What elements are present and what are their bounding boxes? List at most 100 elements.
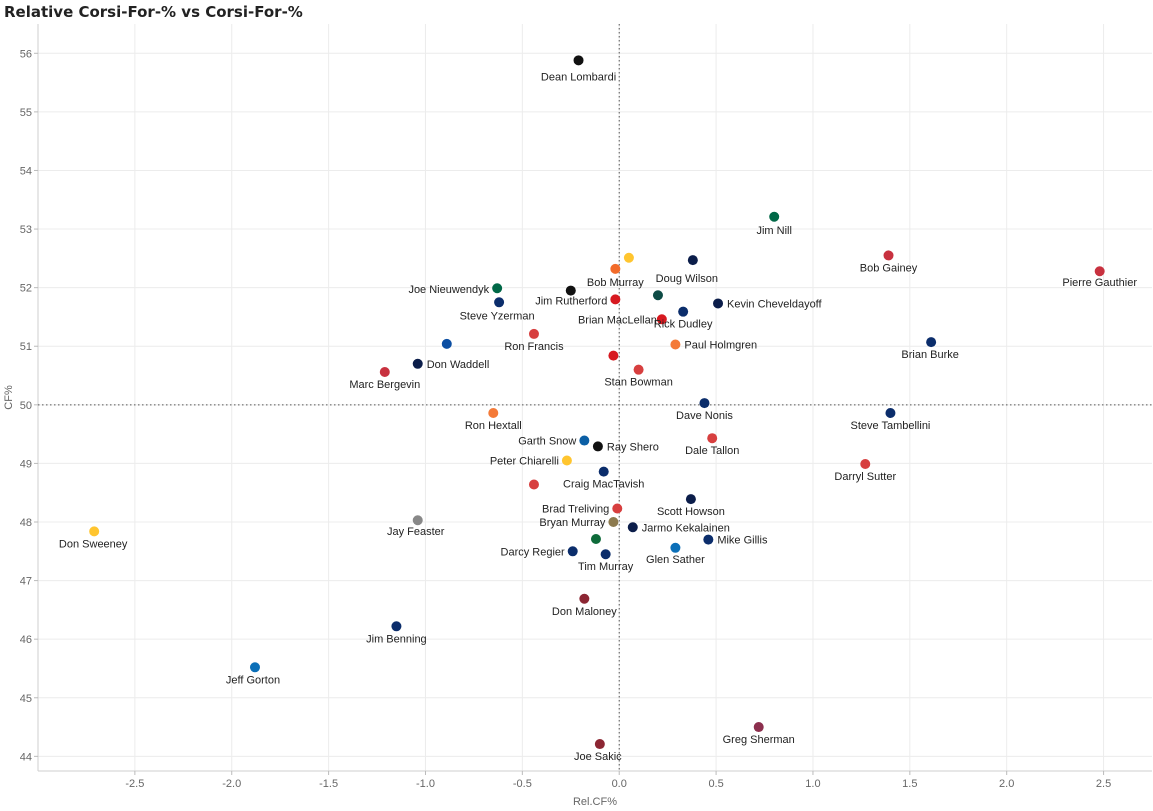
y-tick-label: 45	[20, 693, 32, 705]
point-label: Bryan Murray	[539, 517, 606, 529]
reference-lines	[38, 24, 1152, 771]
point-label: Peter Chiarelli	[490, 455, 559, 467]
data-point[interactable]	[707, 433, 718, 444]
data-point[interactable]	[492, 283, 503, 294]
data-point[interactable]	[573, 55, 584, 66]
point-label: Don Waddell	[427, 359, 490, 371]
point-label: Greg Sherman	[723, 734, 795, 746]
data-point[interactable]	[610, 263, 621, 274]
x-tick-label: -0.5	[513, 778, 532, 790]
data-point[interactable]	[687, 255, 698, 266]
data-point[interactable]	[670, 339, 681, 350]
y-tick-label: 49	[20, 458, 32, 470]
point-label: Scott Howson	[657, 506, 725, 518]
data-point[interactable]	[608, 350, 619, 361]
point-label: Joe Nieuwendyk	[408, 284, 489, 296]
data-point[interactable]	[610, 294, 621, 305]
data-point[interactable]	[528, 328, 539, 339]
data-point[interactable]	[412, 515, 423, 526]
point-label: Joe Sakic	[574, 751, 622, 763]
point-label: Jim Benning	[366, 633, 427, 645]
point-label: Bob Murray	[587, 277, 644, 289]
data-point[interactable]	[249, 662, 260, 673]
point-label: Jarmo Kekalainen	[642, 522, 730, 534]
x-tick-label: 1.5	[902, 778, 917, 790]
data-point[interactable]	[561, 455, 572, 466]
data-point[interactable]	[608, 517, 619, 527]
point-label: Bob Gainey	[860, 262, 918, 274]
data-point[interactable]	[567, 546, 578, 557]
data-point[interactable]	[926, 337, 937, 348]
data-point[interactable]	[579, 435, 590, 446]
point-label: Pierre Gauthier	[1062, 277, 1137, 289]
data-point[interactable]	[627, 522, 638, 533]
data-point[interactable]	[594, 739, 605, 750]
data-point[interactable]	[860, 458, 871, 469]
data-point[interactable]	[656, 314, 667, 325]
data-point[interactable]	[592, 441, 603, 452]
data-point[interactable]	[885, 408, 896, 419]
x-tick-label: -1.0	[416, 778, 435, 790]
x-tick-label: -2.5	[125, 778, 144, 790]
data-point[interactable]	[685, 494, 696, 505]
point-label: Craig MacTavish	[563, 479, 644, 491]
data-point[interactable]	[678, 306, 689, 317]
data-point[interactable]	[391, 621, 402, 632]
data-point[interactable]	[703, 534, 714, 545]
y-tick-label: 50	[20, 400, 32, 412]
data-point[interactable]	[1094, 266, 1105, 277]
point-label: Stan Bowman	[604, 377, 672, 389]
data-point[interactable]	[883, 250, 894, 261]
point-label: Darryl Sutter	[834, 471, 896, 483]
point-label: Jim Nill	[756, 225, 791, 237]
data-point[interactable]	[652, 290, 663, 301]
point-label: Brian MacLellan	[578, 314, 657, 326]
point-label: Ron Francis	[504, 341, 564, 353]
x-tick-label: 2.5	[1096, 778, 1111, 790]
x-tick-label: -2.0	[222, 778, 241, 790]
data-point[interactable]	[379, 367, 390, 378]
axes: -2.5 -2.0 -1.5 -1.0 -0.5 0.0 0.5 1.0 1.5 2.0 2.5 44…	[20, 24, 1152, 790]
point-label: Mike Gillis	[717, 535, 768, 547]
point-label: Tim Murray	[578, 561, 634, 573]
y-tick-label: 55	[20, 107, 32, 119]
data-point[interactable]	[579, 593, 590, 604]
x-tick-label: 0.5	[708, 778, 723, 790]
data-point[interactable]	[699, 398, 710, 409]
point-label: Ron Hextall	[465, 420, 522, 432]
data-point[interactable]	[494, 297, 505, 308]
data-point[interactable]	[600, 549, 611, 560]
point-label: Kevin Cheveldayoff	[727, 298, 823, 310]
y-tick-label: 48	[20, 517, 32, 529]
data-point[interactable]	[623, 252, 634, 263]
point-label: Garth Snow	[518, 436, 576, 448]
data-point[interactable]	[441, 338, 452, 349]
point-label: Steve Yzerman	[460, 310, 535, 322]
data-point[interactable]	[670, 542, 681, 553]
data-point[interactable]	[528, 479, 539, 490]
data-point[interactable]	[488, 408, 499, 419]
point-label: Doug Wilson	[656, 273, 718, 285]
point-label: Rick Dudley	[654, 319, 713, 331]
data-point[interactable]	[713, 298, 724, 309]
data-point[interactable]	[565, 285, 576, 296]
x-tick-label: 0.0	[612, 778, 627, 790]
point-label: Brad Treliving	[542, 504, 609, 516]
point-label: Dave Nonis	[676, 410, 733, 422]
point-labels: Dean Lombardi Jim Nill Bob Gainey Pierre Ga…	[59, 71, 1137, 763]
data-point[interactable]	[590, 533, 601, 544]
point-label: Glen Sather	[646, 554, 705, 566]
data-point[interactable]	[633, 364, 644, 375]
point-label: Brian Burke	[901, 349, 958, 361]
y-tick-label: 46	[20, 634, 32, 646]
data-point[interactable]	[612, 503, 623, 514]
data-points	[89, 55, 1105, 750]
data-point[interactable]	[769, 211, 780, 222]
data-point[interactable]	[753, 722, 764, 733]
data-point[interactable]	[89, 526, 100, 537]
y-tick-label: 52	[20, 283, 32, 295]
point-label: Dale Tallon	[685, 445, 739, 457]
data-point[interactable]	[598, 466, 609, 477]
data-point[interactable]	[412, 358, 423, 369]
